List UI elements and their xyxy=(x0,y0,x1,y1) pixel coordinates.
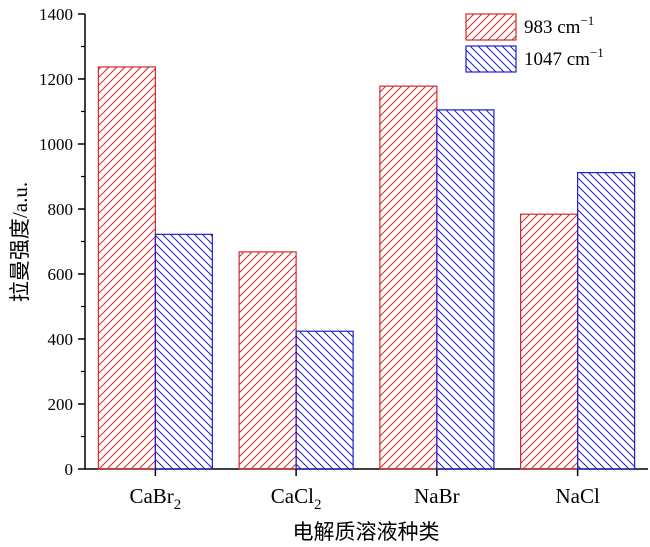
y-tick-label: 1400 xyxy=(39,5,73,24)
x-ticks: CaBr2 CaCl2 NaBr NaCl xyxy=(129,469,600,513)
bar-series1 xyxy=(520,213,579,470)
x-tick-label: CaBr2 xyxy=(129,484,181,513)
y-tick-label: 400 xyxy=(48,330,74,349)
legend-swatch xyxy=(465,13,517,41)
x-tick-label: NaCl xyxy=(555,484,599,508)
legend-swatch xyxy=(465,45,517,73)
y-axis: 0 200 400 600 800 1000 1200 1400 xyxy=(39,5,86,479)
x-axis: CaBr2 CaCl2 NaBr NaCl xyxy=(85,468,648,513)
y-ticks: 0 200 400 600 800 1000 1200 1400 xyxy=(39,5,85,479)
bar-series1 xyxy=(379,85,438,470)
y-tick-label: 600 xyxy=(48,265,74,284)
bar-series2 xyxy=(295,330,354,470)
bar-series1 xyxy=(97,66,156,470)
y-tick-label: 800 xyxy=(48,200,74,219)
y-tick-label: 1200 xyxy=(39,70,73,89)
legend-label: 1047 cm−1 xyxy=(524,45,604,70)
x-tick-label: NaBr xyxy=(414,484,460,508)
bar-series1 xyxy=(238,251,297,470)
bars xyxy=(97,66,636,470)
y-tick-label: 200 xyxy=(48,395,74,414)
bar-series2 xyxy=(436,109,495,470)
x-axis-title: 电解质溶液种类 xyxy=(293,520,440,544)
legend: 983 cm−1 1047 cm−1 xyxy=(465,13,604,73)
legend-label: 983 cm−1 xyxy=(524,13,594,38)
bar-series2 xyxy=(577,172,636,470)
y-tick-label: 0 xyxy=(65,460,74,479)
bar-series2 xyxy=(154,233,213,470)
y-axis-title: 拉曼强度/a.u. xyxy=(8,182,32,302)
x-tick-label: CaCl2 xyxy=(271,484,322,513)
y-tick-label: 1000 xyxy=(39,135,73,154)
